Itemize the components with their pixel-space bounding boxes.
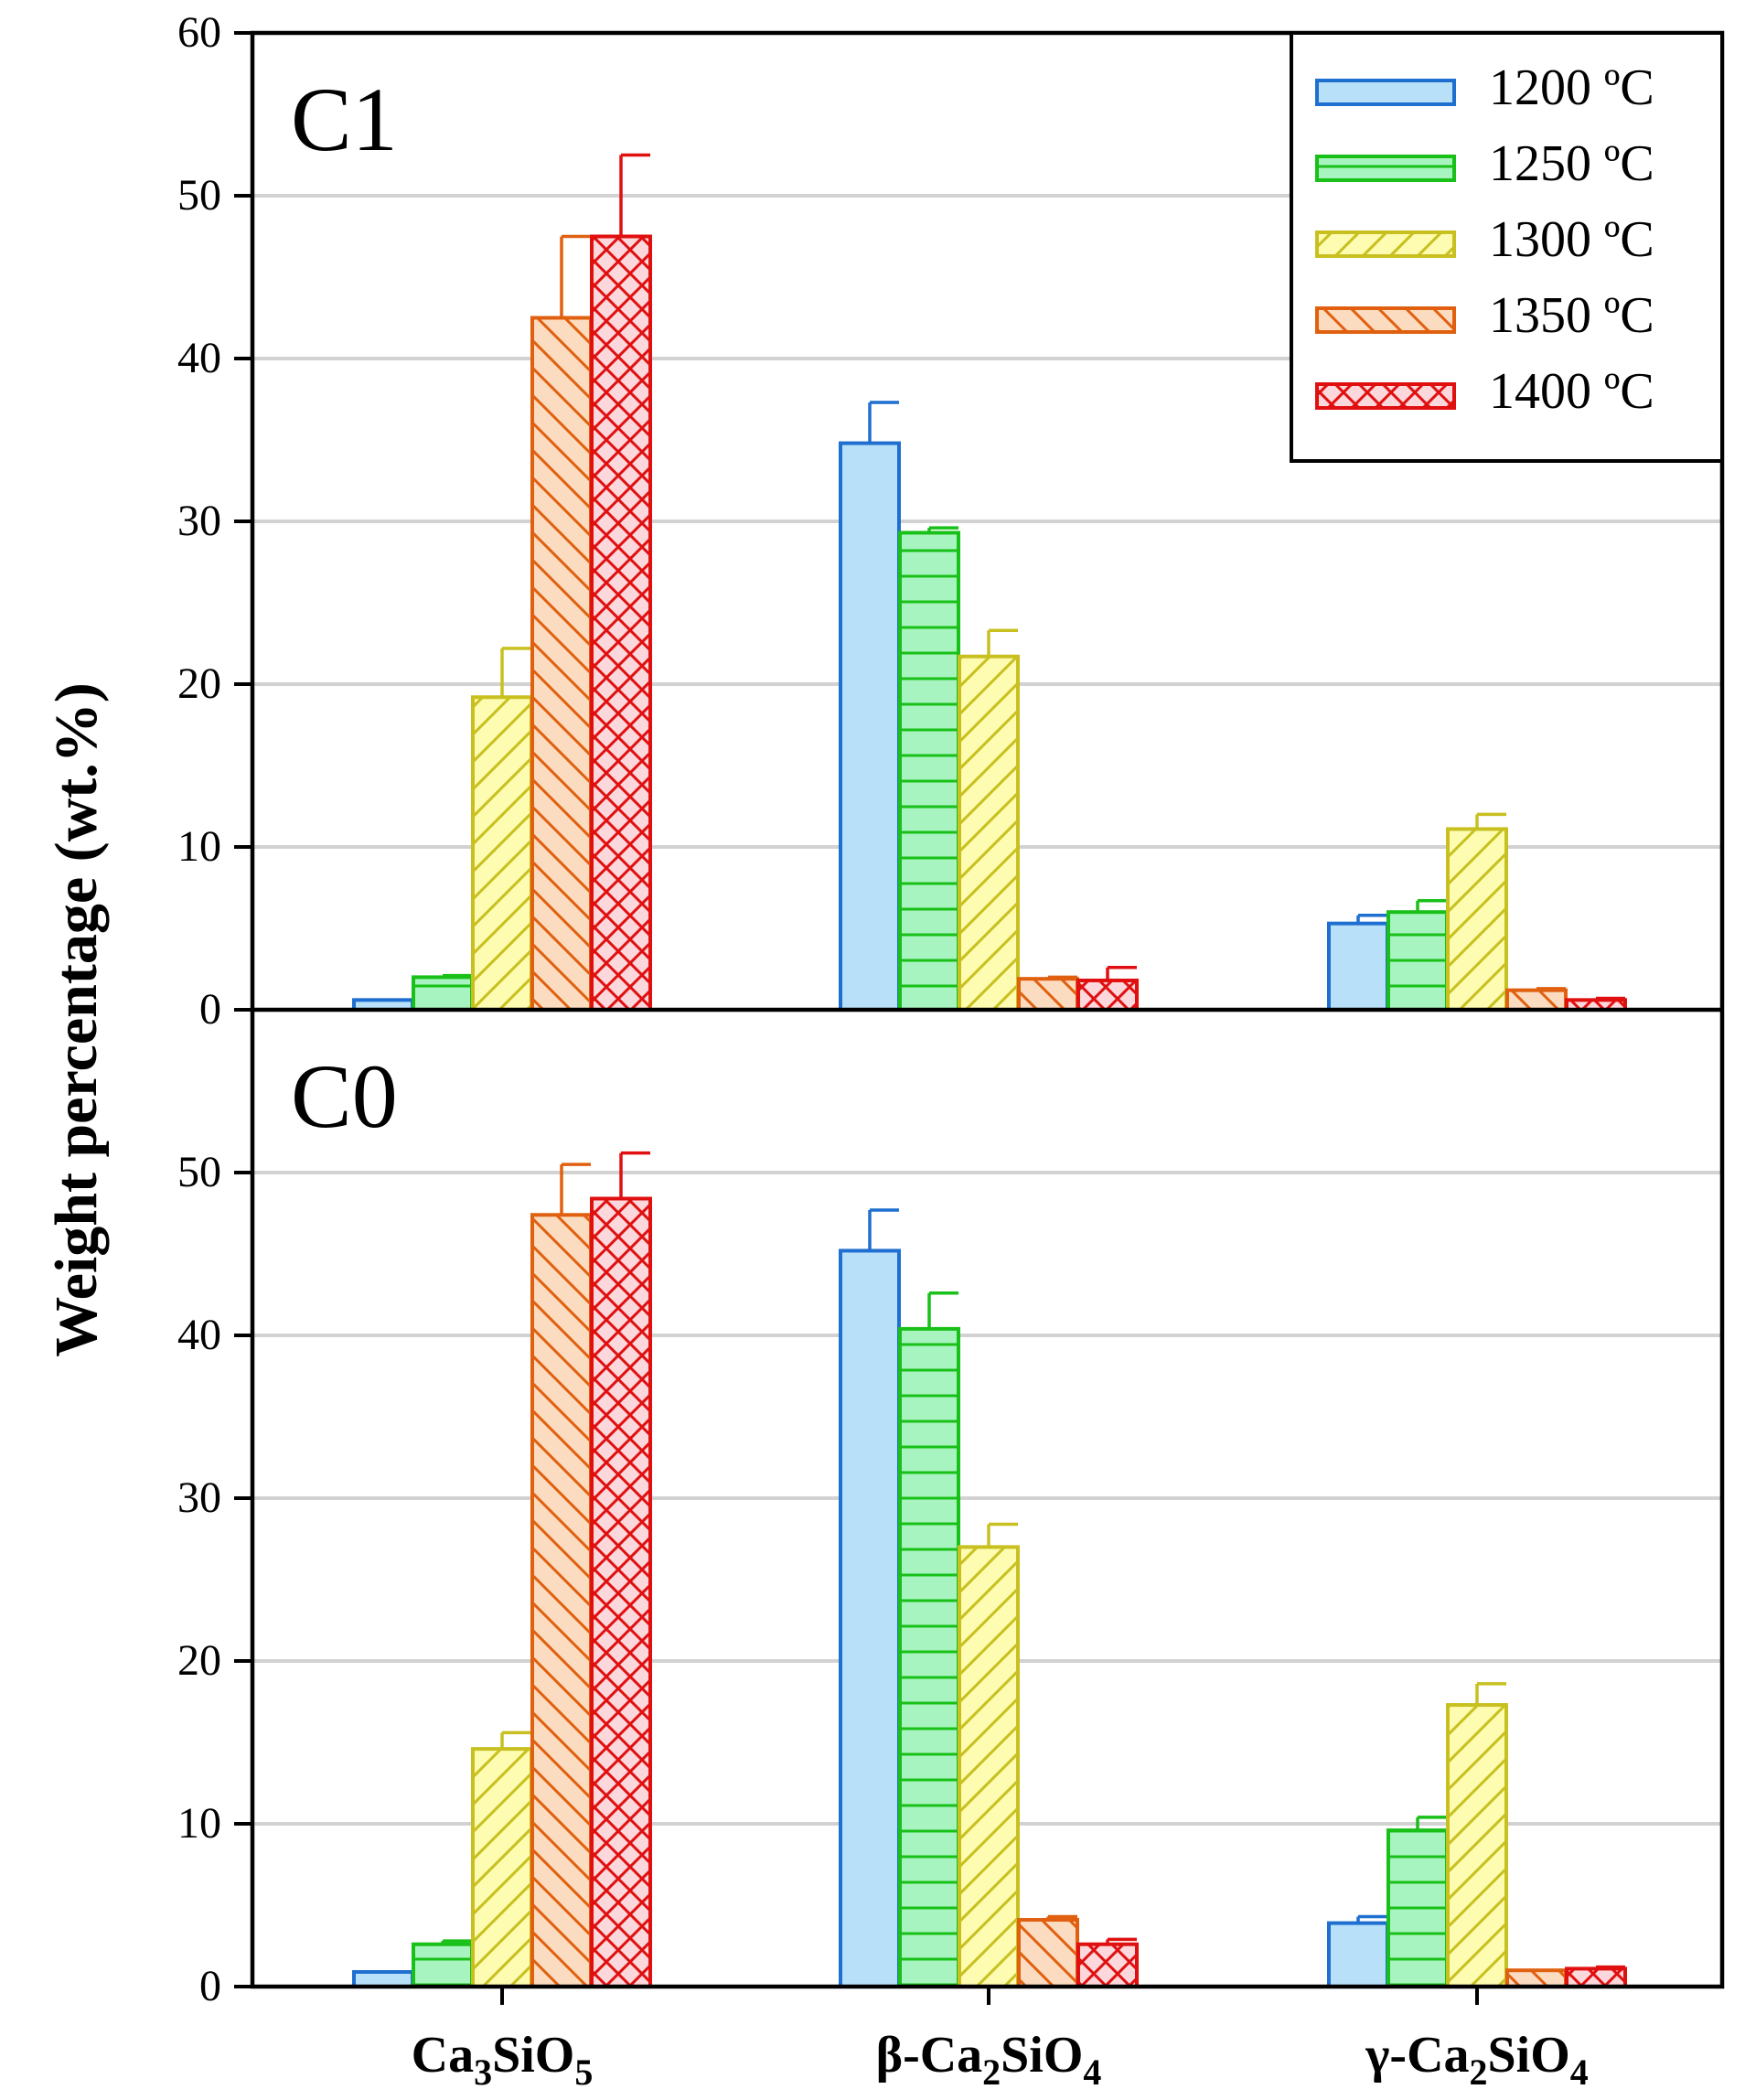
x-tick-label: Ca3SiO5 [412, 2027, 594, 2093]
axes: 0 10 20 30 40 50 60 C1 0 10 20 30 40 50 C0 Ca3SiO5 β-Ca2… [177, 8, 1725, 2093]
bar [590, 1196, 652, 1988]
bar [898, 530, 960, 1012]
y-tick-label: 30 [177, 497, 221, 545]
y-tick-label: 10 [177, 822, 221, 871]
legend: 1200 ºC 1250 ºC 1300 ºC 1350 ºC 1400 ºC [1290, 31, 1724, 463]
bar [1076, 1942, 1139, 1988]
panel-label: C0 [291, 1045, 398, 1147]
bar [1386, 910, 1449, 1012]
legend-label: 1300 ºC [1489, 211, 1654, 268]
bar [352, 1969, 414, 1988]
panel-label: C1 [291, 69, 398, 170]
y-tick-label: 50 [177, 1148, 221, 1196]
bar [958, 654, 1020, 1012]
bar [1505, 988, 1568, 1012]
bar [530, 316, 593, 1012]
legend-swatch [1315, 306, 1456, 334]
bar [839, 1248, 901, 1988]
legend-label: 1350 ºC [1489, 287, 1654, 344]
y-tick-label: 50 [177, 171, 221, 220]
y-tick-label: 40 [177, 1311, 221, 1359]
y-tick-label: 20 [177, 1636, 221, 1685]
bar [1386, 1828, 1449, 1988]
legend-label: 1200 ºC [1489, 59, 1654, 116]
bar [958, 1545, 1020, 1989]
x-tick-label: β-Ca2SiO4 [876, 2027, 1102, 2093]
y-axis-title: Weight percentage (wt.%) [43, 682, 110, 1356]
y-tick-label: 60 [177, 8, 221, 57]
bar [471, 1747, 533, 1988]
bar [1017, 977, 1079, 1012]
bar [1446, 1703, 1508, 1989]
bar [1505, 1968, 1568, 1988]
bar [1017, 1918, 1079, 1989]
bar [530, 1213, 593, 1988]
y-tick-label: 10 [177, 1799, 221, 1848]
bar [898, 1326, 960, 1988]
bar [839, 441, 901, 1012]
legend-swatch [1315, 382, 1456, 410]
legend-swatch [1315, 230, 1456, 258]
y-tick-label: 20 [177, 659, 221, 708]
x-tick-label: γ-Ca2SiO4 [1365, 2027, 1589, 2093]
bar [1446, 827, 1508, 1012]
bar [412, 975, 474, 1012]
y-tick-label: 0 [199, 1962, 221, 2010]
y-tick-label: 40 [177, 334, 221, 382]
legend-label: 1250 ºC [1489, 135, 1654, 192]
legend-swatch [1315, 155, 1456, 182]
bar [1565, 1966, 1627, 1988]
bar [1327, 1921, 1389, 1989]
bar [590, 234, 652, 1012]
bar [471, 695, 533, 1012]
y-tick-label: 30 [177, 1473, 221, 1522]
bar [1327, 921, 1389, 1012]
y-tick-label: 0 [199, 985, 221, 1034]
bar [1076, 978, 1139, 1012]
legend-swatch [1315, 79, 1456, 106]
legend-label: 1400 ºC [1489, 363, 1654, 420]
bar [412, 1942, 474, 1988]
bar-series [352, 153, 1627, 1989]
